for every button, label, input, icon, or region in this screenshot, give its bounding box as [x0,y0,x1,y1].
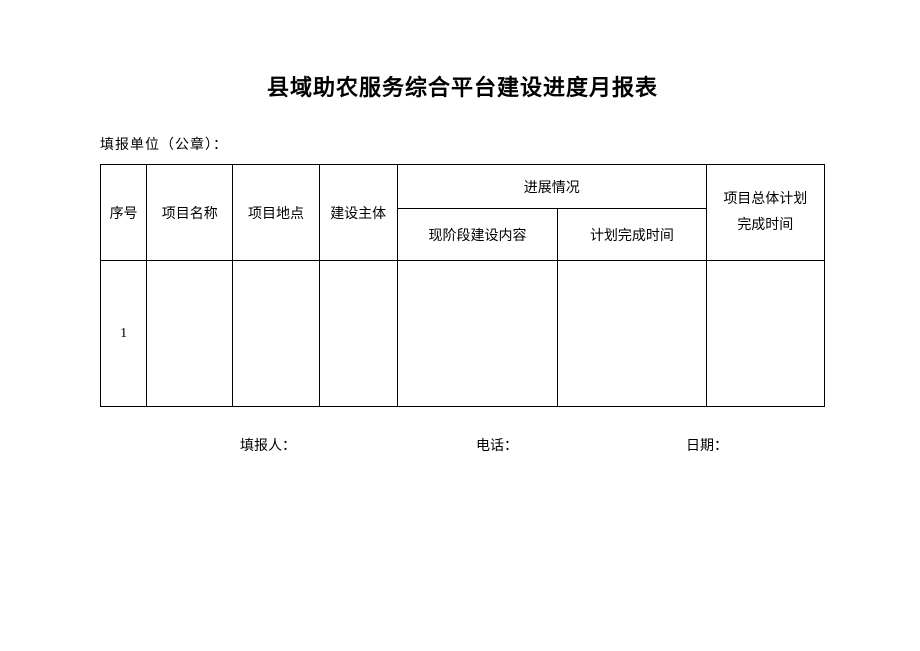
footer-date-label: 日期： [686,435,728,455]
col-header-name: 项目名称 [147,165,233,261]
cell-name [147,261,233,407]
reporting-unit-label: 填报单位（公章）： [100,134,825,154]
cell-progress-content [397,261,557,407]
total-plan-line1: 项目总体计划 [707,187,824,212]
total-plan-line2: 完成时间 [707,213,824,238]
footer-reporter-label: 填报人： [240,435,296,455]
table-row: 1 [101,261,825,407]
cell-seq: 1 [101,261,147,407]
footer-phone-label: 电话： [476,435,518,455]
col-header-progress-group: 进展情况 [397,165,706,209]
col-header-subject: 建设主体 [319,165,397,261]
cell-subject [319,261,397,407]
col-header-progress-content: 现阶段建设内容 [397,209,557,261]
report-table: 序号 项目名称 项目地点 建设主体 进展情况 项目总体计划 完成时间 现阶段建设… [100,164,825,407]
page-title: 县域助农服务综合平台建设进度月报表 [100,70,825,102]
footer-row: 填报人： 电话： 日期： [100,435,825,455]
col-header-total-plan: 项目总体计划 完成时间 [706,165,824,261]
col-header-seq: 序号 [101,165,147,261]
cell-location [233,261,319,407]
col-header-progress-plan: 计划完成时间 [558,209,706,261]
cell-progress-plan [558,261,706,407]
cell-total-plan [706,261,824,407]
col-header-location: 项目地点 [233,165,319,261]
